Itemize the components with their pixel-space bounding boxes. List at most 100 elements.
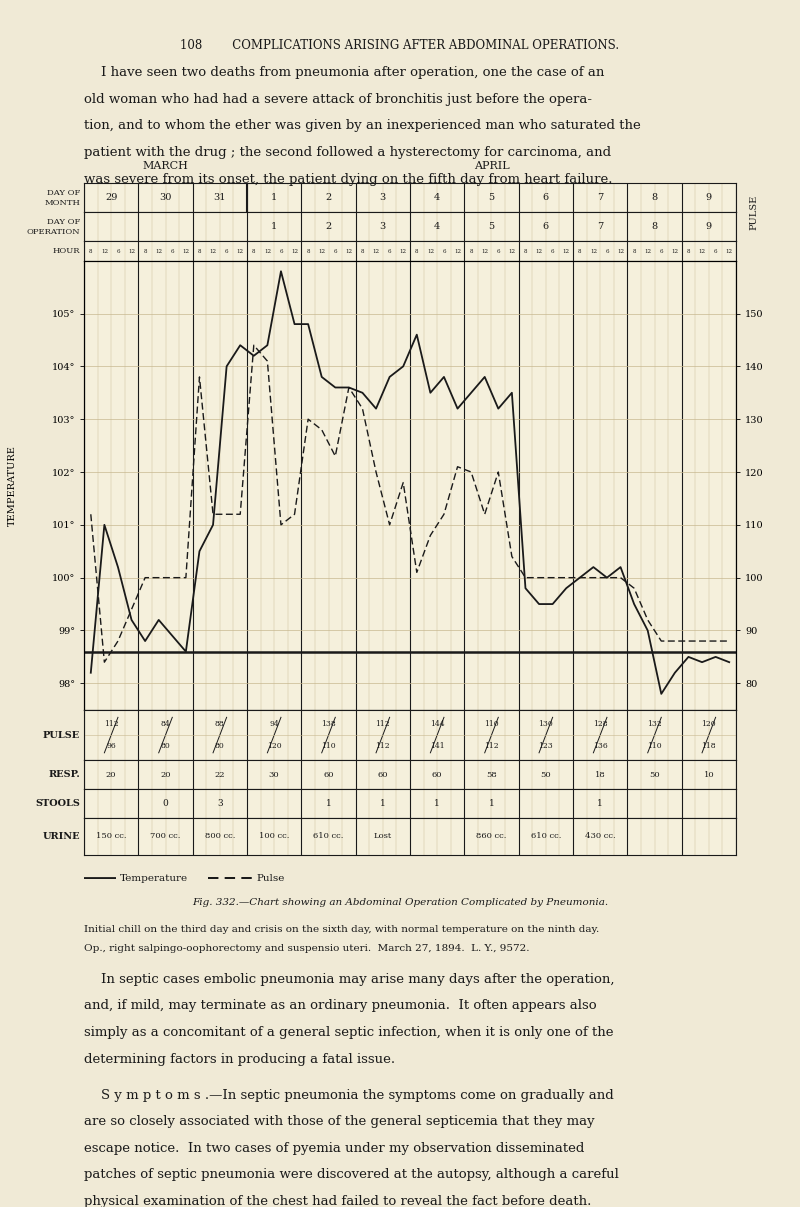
Text: 120: 120 <box>702 719 716 728</box>
Text: 8: 8 <box>89 249 93 253</box>
Text: 110: 110 <box>321 742 336 751</box>
Text: was severe from its onset, the patient dying on the fifth day from heart failure: was severe from its onset, the patient d… <box>84 173 613 186</box>
Text: 9: 9 <box>706 222 712 232</box>
Text: 118: 118 <box>702 742 716 751</box>
Text: 100 cc.: 100 cc. <box>259 833 290 840</box>
Text: 58: 58 <box>486 771 497 779</box>
Text: 6: 6 <box>551 249 554 253</box>
Text: 7: 7 <box>597 193 603 203</box>
Text: 1: 1 <box>271 193 278 203</box>
Text: 6: 6 <box>714 249 718 253</box>
Text: 12: 12 <box>617 249 624 253</box>
Text: 2: 2 <box>326 193 332 203</box>
Text: APRIL: APRIL <box>474 162 510 171</box>
Text: tion, and to whom the ether was given by an inexperienced man who saturated the: tion, and to whom the ether was given by… <box>84 119 641 133</box>
Text: 12: 12 <box>698 249 706 253</box>
Text: 12: 12 <box>318 249 326 253</box>
Text: 8: 8 <box>686 249 690 253</box>
Text: Initial chill on the third day and crisis on the sixth day, with normal temperat: Initial chill on the third day and crisi… <box>84 925 599 933</box>
Text: 108        COMPLICATIONS ARISING AFTER ABDOMINAL OPERATIONS.: 108 COMPLICATIONS ARISING AFTER ABDOMINA… <box>181 39 619 52</box>
Text: 12: 12 <box>346 249 352 253</box>
Text: 138: 138 <box>321 719 336 728</box>
Text: 6: 6 <box>606 249 609 253</box>
Text: 6: 6 <box>542 222 549 232</box>
Text: old woman who had had a severe attack of bronchitis just before the opera-: old woman who had had a severe attack of… <box>84 93 592 106</box>
Text: 3: 3 <box>380 222 386 232</box>
Text: I have seen two deaths from pneumonia after operation, one the case of an: I have seen two deaths from pneumonia af… <box>84 66 604 80</box>
Text: 6: 6 <box>334 249 337 253</box>
Text: 12: 12 <box>671 249 678 253</box>
Text: RESP.: RESP. <box>48 770 80 780</box>
Text: 60: 60 <box>432 771 442 779</box>
Text: 6: 6 <box>388 249 391 253</box>
Text: 1: 1 <box>434 799 440 809</box>
Text: 12: 12 <box>373 249 379 253</box>
Text: 12: 12 <box>128 249 135 253</box>
Text: PULSE: PULSE <box>42 730 80 740</box>
Text: 12: 12 <box>726 249 733 253</box>
Text: 860 cc.: 860 cc. <box>476 833 506 840</box>
Text: Temperature: Temperature <box>120 874 188 882</box>
Text: MARCH: MARCH <box>142 162 189 171</box>
Text: 50: 50 <box>649 771 660 779</box>
Text: 8: 8 <box>306 249 310 253</box>
Text: Pulse: Pulse <box>256 874 284 882</box>
Text: 110: 110 <box>647 742 662 751</box>
Text: DAY OF
OPERATION: DAY OF OPERATION <box>26 218 80 235</box>
Text: 8: 8 <box>651 193 658 203</box>
Text: 12: 12 <box>590 249 597 253</box>
Text: 1: 1 <box>598 799 603 809</box>
Text: 8: 8 <box>415 249 418 253</box>
Text: 12: 12 <box>101 249 108 253</box>
Text: 112: 112 <box>375 742 390 751</box>
Text: 8: 8 <box>143 249 147 253</box>
Text: 150 cc.: 150 cc. <box>96 833 126 840</box>
Text: 1: 1 <box>326 799 331 809</box>
Text: URINE: URINE <box>42 832 80 841</box>
Text: 12: 12 <box>562 249 570 253</box>
Text: 12: 12 <box>291 249 298 253</box>
Text: 30: 30 <box>159 193 172 203</box>
Text: 94: 94 <box>270 719 279 728</box>
Text: 3: 3 <box>380 193 386 203</box>
Text: 60: 60 <box>323 771 334 779</box>
Text: 6: 6 <box>279 249 282 253</box>
Text: 110: 110 <box>484 719 499 728</box>
Text: 610 cc.: 610 cc. <box>314 833 344 840</box>
Text: 8: 8 <box>252 249 255 253</box>
Text: are so closely associated with those of the general septicemia that they may: are so closely associated with those of … <box>84 1115 594 1129</box>
Text: simply as a concomitant of a general septic infection, when it is only one of th: simply as a concomitant of a general sep… <box>84 1026 614 1039</box>
Text: HOUR: HOUR <box>53 247 80 255</box>
Text: 136: 136 <box>593 742 607 751</box>
Text: 5: 5 <box>489 193 494 203</box>
Text: 8: 8 <box>198 249 202 253</box>
Text: 6: 6 <box>442 249 446 253</box>
Text: 12: 12 <box>155 249 162 253</box>
Text: 12: 12 <box>454 249 461 253</box>
Text: 8: 8 <box>524 249 527 253</box>
Text: 2: 2 <box>326 222 332 232</box>
Text: DAY OF
MONTH: DAY OF MONTH <box>44 189 80 206</box>
Text: 112: 112 <box>484 742 499 751</box>
Text: 112: 112 <box>104 719 118 728</box>
Text: 12: 12 <box>482 249 488 253</box>
Text: 20: 20 <box>106 771 117 779</box>
Text: 6: 6 <box>225 249 228 253</box>
Text: 12: 12 <box>644 249 651 253</box>
Text: 20: 20 <box>160 771 170 779</box>
Text: 141: 141 <box>430 742 445 751</box>
Text: Op., right salpingo-oophorectomy and suspensio uteri.  March 27, 1894.  L. Y., 9: Op., right salpingo-oophorectomy and sus… <box>84 944 530 952</box>
Text: 12: 12 <box>210 249 217 253</box>
Text: 4: 4 <box>434 222 440 232</box>
Text: 128: 128 <box>593 719 607 728</box>
Text: 800 cc.: 800 cc. <box>205 833 235 840</box>
Text: 8: 8 <box>470 249 473 253</box>
Text: 30: 30 <box>269 771 279 779</box>
Text: 430 cc.: 430 cc. <box>585 833 615 840</box>
Text: patches of septic pneumonia were discovered at the autopsy, although a careful: patches of septic pneumonia were discove… <box>84 1168 619 1182</box>
Text: 3: 3 <box>217 799 222 809</box>
Text: 144: 144 <box>430 719 445 728</box>
Y-axis label: TEMPERATURE: TEMPERATURE <box>8 444 18 526</box>
Text: 60: 60 <box>378 771 388 779</box>
Text: 22: 22 <box>214 771 225 779</box>
